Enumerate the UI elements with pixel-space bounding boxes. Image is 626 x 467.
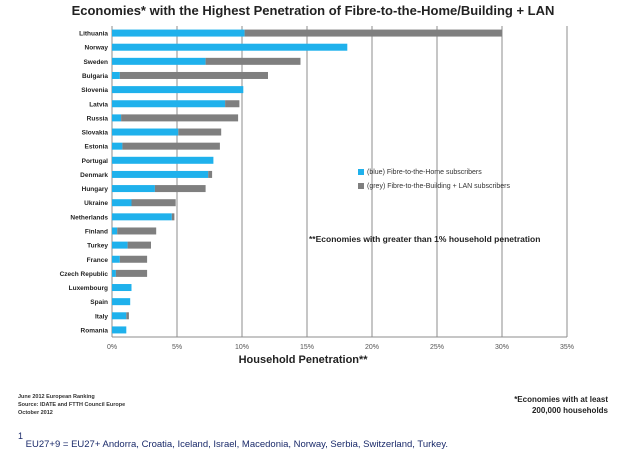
source-line: October 2012 [18, 410, 53, 416]
bar-ftth [112, 255, 120, 263]
category-label: Russia [87, 115, 109, 122]
bar-ftth [112, 326, 127, 334]
bar-fttb-lan [154, 185, 206, 193]
x-tick-label: 25% [430, 344, 444, 351]
bar-fttb-lan [131, 199, 176, 207]
bar-ftth [112, 156, 214, 164]
category-label: Finland [85, 228, 108, 235]
category-label: Denmark [80, 172, 108, 179]
bar-ftth [112, 142, 123, 150]
bar-fttb-lan [121, 114, 239, 122]
category-label: Portugal [82, 158, 109, 165]
legend-label: (grey) Fibre-to-the-Building + LAN subsc… [367, 183, 510, 190]
note-line: 200,000 households [531, 406, 608, 415]
x-tick-label: 5% [172, 344, 182, 351]
bar-ftth [112, 298, 131, 306]
bar-ftth [112, 227, 118, 235]
category-label: Sweden [83, 59, 108, 66]
bar-ftth [112, 86, 244, 94]
bar-ftth [112, 43, 348, 51]
bar-fttb-lan [178, 128, 222, 136]
source-info: June 2012 European Ranking Source: IDATE… [18, 393, 125, 417]
bar-ftth [112, 199, 132, 207]
category-label: Turkey [87, 243, 108, 250]
bar-ftth [112, 57, 206, 65]
bar-ftth [112, 312, 127, 320]
footnote: 1 EU27+9 = EU27+ Andorra, Croatia, Icela… [18, 431, 449, 451]
category-label: Ukraine [84, 200, 108, 207]
chart-title: Economies* with the Highest Penetration … [71, 3, 555, 18]
footnote-text: EU27+9 = EU27+ Andorra, Croatia, Iceland… [25, 439, 449, 451]
bar-fttb-lan [119, 255, 148, 263]
bar-ftth [112, 170, 209, 178]
footnote-marker: 1 [18, 431, 24, 441]
bar-ftth [112, 185, 155, 193]
category-label: Norway [85, 45, 109, 52]
bar-ftth [112, 241, 128, 249]
category-label: Luxembourg [69, 285, 108, 292]
x-tick-label: 20% [365, 344, 379, 351]
bar-fttb-lan [244, 29, 502, 37]
bar-fttb-lan [208, 170, 213, 178]
bar-ftth [112, 213, 172, 221]
x-tick-label: 35% [560, 344, 574, 351]
category-label: Bulgaria [82, 73, 108, 80]
bar-fttb-lan [115, 269, 148, 277]
x-tick-label: 0% [107, 344, 117, 351]
bar-chart: 0% 5% 10% 15% 20% 25% 30% 35% Lithuania Norway Swe… [60, 26, 574, 366]
bar-ftth [112, 284, 132, 292]
category-label: Slovenia [81, 87, 108, 94]
bar-ftth [112, 71, 120, 79]
bar-fttb-lan [122, 142, 220, 150]
category-label: Romania [81, 327, 109, 334]
category-label: Czech Republic [60, 271, 109, 278]
legend-swatch [358, 169, 364, 175]
bar-ftth [112, 114, 122, 122]
bar-ftth [112, 128, 179, 136]
bar-fttb-lan [171, 213, 175, 221]
category-label: Lithuania [79, 31, 108, 38]
annotation: **Economies with greater than 1% househo… [309, 234, 540, 244]
bar-ftth [112, 269, 116, 277]
bar-fttb-lan [126, 312, 129, 320]
category-label: Estonia [85, 144, 109, 151]
x-tick-label: 30% [495, 344, 509, 351]
x-tick-label: 10% [235, 344, 249, 351]
source-line: Source: IDATE and FTTH Council Europe [18, 402, 126, 408]
households-note: *Economies with at least 200,000 househo… [514, 394, 608, 416]
bar-fttb-lan [117, 227, 157, 235]
legend-label: (blue) Fibre-to-the-Home subscribers [367, 169, 482, 176]
category-label: Hungary [82, 186, 109, 193]
category-label: Spain [90, 299, 108, 306]
legend-swatch [358, 183, 364, 189]
bar-fttb-lan [127, 241, 151, 249]
bar-fttb-lan [205, 57, 301, 65]
category-label: France [87, 257, 109, 264]
category-label: Netherlands [70, 214, 108, 221]
category-label: Italy [95, 313, 108, 320]
x-tick-label: 15% [300, 344, 314, 351]
bar-fttb-lan [119, 71, 268, 79]
bar-ftth [112, 29, 245, 37]
bar-ftth [112, 100, 226, 108]
category-label: Latvia [89, 101, 108, 108]
category-label: Slovakia [82, 130, 109, 137]
source-line: June 2012 European Ranking [18, 394, 95, 400]
bar-fttb-lan [225, 100, 240, 108]
x-axis-label: Household Penetration** [239, 354, 369, 366]
note-line: *Economies with at least [514, 395, 608, 404]
